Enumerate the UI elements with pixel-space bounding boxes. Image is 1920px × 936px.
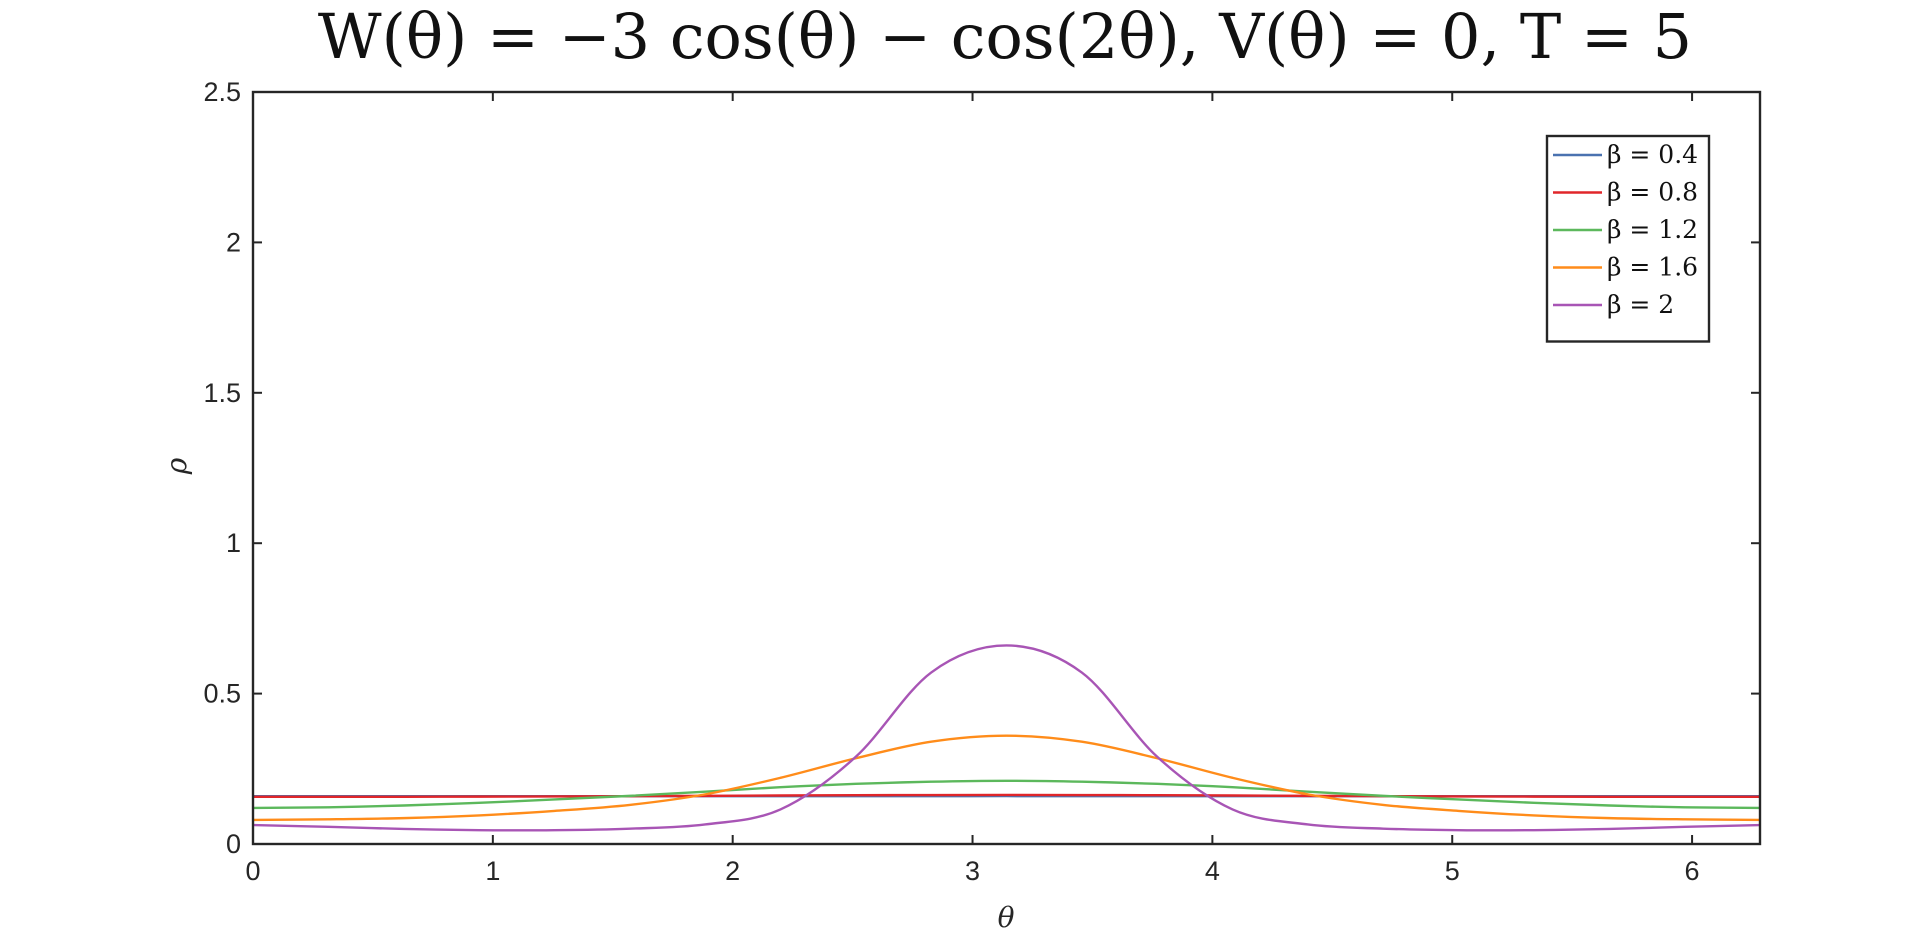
legend-box [1545, 134, 1711, 343]
x-tick-label: 0 [245, 856, 260, 886]
x-axis-label: θ [998, 901, 1015, 934]
x-tick-label: 2 [725, 856, 740, 886]
series-line-4 [252, 734, 1761, 822]
x-tick-label: 1 [485, 856, 500, 886]
plot-frame [251, 90, 1762, 846]
y-tick-label: 1 [226, 528, 241, 558]
series-layer [252, 644, 1761, 832]
y-tick-label: 2 [226, 227, 241, 257]
y-tick-label: 0.5 [203, 679, 241, 709]
x-tick-label: 3 [965, 856, 980, 886]
legend-entry-label: β = 1.2 [1607, 215, 1698, 244]
y-tick-label: 2.5 [203, 77, 241, 107]
x-tick-label: 5 [1445, 856, 1460, 886]
series-line-3 [252, 779, 1761, 810]
legend-entry-label: β = 1.6 [1607, 253, 1698, 282]
series-line-2 [253, 793, 1760, 798]
x-tick-label: 4 [1205, 856, 1220, 886]
legend: β = 0.4 β = 0.8 β = 1.2 β = 1.6 β = 2 [1545, 134, 1711, 343]
y-axis-label: ρ [160, 457, 193, 475]
chart-title: W(θ) = −3 cos(θ) − cos(2θ), V(θ) = 0, T … [318, 0, 1692, 73]
tick-layer: 0 1 2 3 4 5 6 0 0.5 1 1.5 2 2.5 [203, 77, 1760, 886]
x-tick-label: 6 [1685, 856, 1700, 886]
series-line-5 [252, 644, 1761, 832]
y-tick-label: 1.5 [203, 378, 241, 408]
y-tick-label: 0 [226, 829, 241, 859]
legend-entry-label: β = 0.8 [1607, 178, 1698, 207]
legend-entry-label: β = 2 [1607, 290, 1674, 319]
legend-entry-label: β = 0.4 [1607, 140, 1698, 169]
